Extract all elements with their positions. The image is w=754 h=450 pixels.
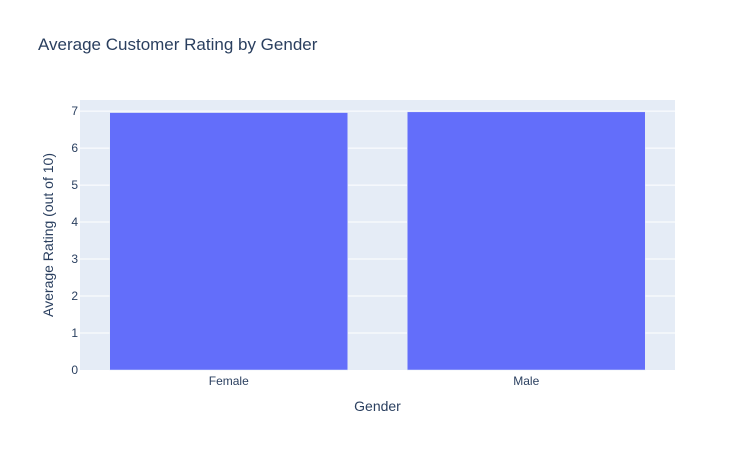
x-tick-label: Male bbox=[513, 374, 539, 388]
y-tick-label: 4 bbox=[71, 215, 78, 229]
y-tick-label: 3 bbox=[71, 252, 78, 266]
y-tick-label: 0 bbox=[71, 363, 78, 377]
bar-female[interactable] bbox=[109, 112, 348, 371]
y-axis-ticks: 0 1 2 3 4 5 6 7 bbox=[71, 104, 78, 377]
x-axis-ticks: Female Male bbox=[209, 374, 540, 388]
y-tick-label: 1 bbox=[71, 326, 78, 340]
x-axis-title: Gender bbox=[354, 398, 401, 414]
x-tick-label: Female bbox=[209, 374, 249, 388]
chart-title: Average Customer Rating by Gender bbox=[38, 35, 318, 54]
y-tick-label: 6 bbox=[71, 141, 78, 155]
y-tick-label: 7 bbox=[71, 104, 78, 118]
bars bbox=[109, 111, 646, 371]
bar-male[interactable] bbox=[407, 111, 646, 371]
y-tick-label: 5 bbox=[71, 178, 78, 192]
y-tick-label: 2 bbox=[71, 289, 78, 303]
y-axis-title: Average Rating (out of 10) bbox=[40, 153, 56, 317]
